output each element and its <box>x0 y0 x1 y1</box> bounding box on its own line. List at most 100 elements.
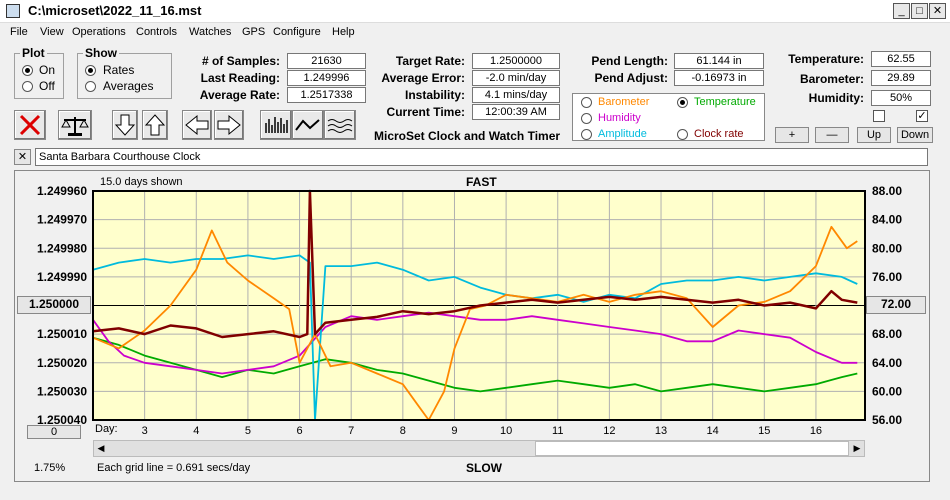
up-button[interactable]: Up <box>857 127 891 143</box>
maximize-button[interactable]: □ <box>911 3 928 19</box>
humidity-radio[interactable] <box>581 113 592 124</box>
target-rate-value: 1.2500000 <box>472 53 560 69</box>
barometer-radio[interactable] <box>581 97 592 108</box>
grid-note-label: Each grid line = 0.691 secs/day <box>97 462 251 474</box>
x-tick-label: 8 <box>400 425 406 437</box>
arrow-up-icon <box>144 114 166 136</box>
amplitude-radio[interactable] <box>581 129 592 140</box>
bar-view-button[interactable] <box>260 110 292 140</box>
y-right-tick-label: 76.00 <box>872 270 902 284</box>
balance-button[interactable] <box>58 110 92 140</box>
close-window-button[interactable]: ✕ <box>929 3 946 19</box>
arrow-left-icon <box>185 114 209 136</box>
x-tick-label: 11 <box>552 425 563 437</box>
scroll-left-button[interactable] <box>182 110 212 140</box>
x-axis-label: Day: <box>95 423 118 435</box>
barometer-value: 29.89 <box>871 70 931 86</box>
menu-configure[interactable]: Configure <box>273 26 321 38</box>
humidity-label: Humidity: <box>808 91 864 105</box>
barometer-label: Barometer: <box>799 72 864 86</box>
left-axis-ticks: 1.249960 1.249970 1.249980 1.249990 1.250010… <box>37 184 87 427</box>
x-tick-label: 3 <box>142 425 148 437</box>
barometer-series-line <box>92 225 858 421</box>
scroll-right-arrow-icon[interactable]: ▶ <box>853 443 861 453</box>
scroll-down-button[interactable] <box>112 110 138 140</box>
menu-controls[interactable]: Controls <box>136 26 177 38</box>
plot-group-title: Plot <box>20 46 47 60</box>
x-tick-label: 4 <box>193 425 199 437</box>
average-rate-value: 1.2517338 <box>287 87 366 103</box>
scrollbar-thumb[interactable] <box>535 441 849 456</box>
temperature-value: 62.55 <box>871 51 931 67</box>
menu-operations[interactable]: Operations <box>72 26 126 38</box>
menu-watches[interactable]: Watches <box>189 26 232 38</box>
increase-button[interactable]: + <box>775 127 809 143</box>
stop-button[interactable] <box>14 110 46 140</box>
y-left-tick-label: 1.249980 <box>37 241 87 255</box>
pend-length-label: Pend Length: <box>591 54 668 68</box>
menu-view[interactable]: View <box>40 26 64 38</box>
plot-on-radio[interactable] <box>22 65 33 76</box>
y-right-tick-label: 68.00 <box>872 327 902 341</box>
temperature-radio[interactable] <box>677 97 688 108</box>
plot-border <box>92 190 866 421</box>
x-tick-label: 16 <box>810 425 822 437</box>
menu-file[interactable]: File <box>10 26 28 38</box>
scroll-right-button[interactable] <box>214 110 244 140</box>
days-shown-label: 15.0 days shown <box>100 176 183 188</box>
x-tick-label: 7 <box>348 425 354 437</box>
scroll-up-button[interactable] <box>142 110 168 140</box>
clear-name-button[interactable]: ✕ <box>14 149 31 165</box>
percent-label: 1.75% <box>34 462 66 474</box>
chart-bottom-label: SLOW <box>466 461 502 475</box>
down-button[interactable]: Down <box>897 127 933 143</box>
pend-length-value: 61.144 in <box>674 53 764 69</box>
plot-off-radio[interactable] <box>22 81 33 92</box>
temperature-series-line <box>92 336 858 393</box>
menu-gps[interactable]: GPS <box>242 26 266 38</box>
menu-bar: File View Operations Controls Watches GP… <box>0 23 950 42</box>
pend-adjust-value: -0.16973 in <box>674 70 764 86</box>
current-time-value: 12:00:39 AM <box>472 104 560 120</box>
scroll-left-arrow-icon[interactable]: ◀ <box>97 443 105 453</box>
right-center-button[interactable]: 72.00 <box>866 296 926 314</box>
last-reading-label: Last Reading: <box>200 71 280 85</box>
instability-value: 4.1 mins/day <box>472 87 560 103</box>
y-left-tick-label: 1.249990 <box>37 270 87 284</box>
title-bar: C:\microset\2022_11_16.mst _ □ ✕ <box>0 0 950 23</box>
menu-help[interactable]: Help <box>332 26 355 38</box>
y-left-tick-label: 1.250020 <box>37 356 87 370</box>
clock-name-field[interactable]: Santa Barbara Courthouse Clock <box>35 148 928 166</box>
stop-icon <box>19 114 41 136</box>
y-left-tick-label: 1.250040 <box>37 413 87 427</box>
average-error-label: Average Error: <box>381 71 465 85</box>
balance-scale-icon <box>61 117 89 136</box>
y-right-tick-label: 88.00 <box>872 184 902 198</box>
y-left-tick-label: 1.249970 <box>37 213 87 227</box>
clock-rate-radio[interactable] <box>677 129 688 140</box>
y-left-tick-label: 1.250010 <box>37 327 87 341</box>
y-right-tick-label: 56.00 <box>872 413 902 427</box>
option-checkbox-1[interactable] <box>873 110 885 122</box>
amplitude-channel-label: Amplitude <box>598 128 647 140</box>
minimize-button[interactable]: _ <box>893 3 910 19</box>
x-tick-label: 10 <box>500 425 512 437</box>
amplitude-series-line <box>92 254 858 421</box>
barometer-channel-label: Barometer <box>598 96 650 108</box>
show-group <box>77 53 172 99</box>
y-right-tick-label: 80.00 <box>872 241 902 255</box>
wave-view-button[interactable] <box>324 110 356 140</box>
zero-button[interactable]: 0 <box>27 425 81 439</box>
decrease-button[interactable]: — <box>815 127 849 143</box>
show-rates-radio[interactable] <box>85 65 96 76</box>
y-right-tick-label: 84.00 <box>872 213 902 227</box>
option-checkbox-2[interactable]: ✓ <box>916 110 928 122</box>
app-icon <box>6 4 20 18</box>
x-tick-label: 13 <box>655 425 667 437</box>
show-averages-radio[interactable] <box>85 81 96 92</box>
left-center-button[interactable]: 1.250000 <box>17 296 91 314</box>
y-right-tick-label: 64.00 <box>872 356 902 370</box>
x-tick-label: 15 <box>758 425 770 437</box>
line-view-button[interactable] <box>292 110 324 140</box>
